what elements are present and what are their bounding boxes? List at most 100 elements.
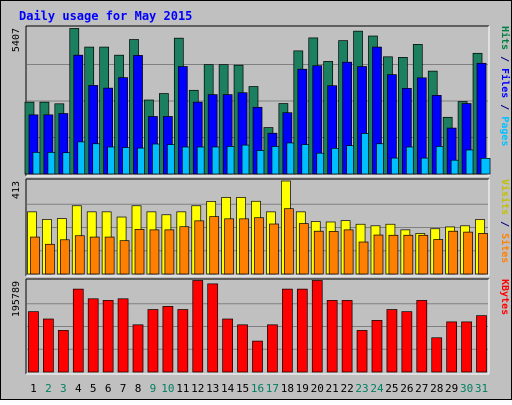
- series-legend-item: /: [499, 215, 510, 233]
- x-tick-label: 22: [340, 382, 353, 395]
- x-tick-label: 25: [385, 382, 398, 395]
- bar-sites-day-12: [194, 220, 205, 275]
- bar-kbytes-day-24: [371, 320, 383, 373]
- bar-kbytes-day-6: [102, 300, 114, 373]
- bar-kbytes-day-20: [311, 280, 323, 373]
- bar-sites-day-30: [463, 231, 473, 275]
- series-legend-item: Visits: [499, 179, 511, 215]
- bar-sites-day-15: [239, 218, 249, 275]
- bar-kbytes-day-1: [28, 311, 39, 373]
- series-legend-item: Pages: [499, 116, 510, 146]
- bar-kbytes-day-19: [296, 288, 308, 373]
- bar-sites-day-3: [59, 239, 70, 275]
- series-legend-item: Hits: [499, 26, 511, 50]
- x-tick-label: 1: [30, 382, 37, 395]
- bar-kbytes-day-16: [252, 340, 263, 373]
- bar-kbytes-day-14: [222, 318, 233, 373]
- x-tick-label: 21: [326, 382, 339, 395]
- bar-sites-day-5: [89, 236, 100, 275]
- bar-kbytes-day-15: [237, 324, 248, 373]
- y-max-label: 195789: [11, 281, 22, 317]
- bar-sites-day-10: [164, 229, 175, 275]
- series-legend-item: Files: [499, 68, 511, 98]
- bar-sites-day-14: [224, 218, 234, 275]
- bar-sites-day-16: [254, 217, 264, 275]
- x-tick-label: 6: [105, 382, 112, 395]
- bar-kbytes-day-4: [72, 288, 84, 373]
- bar-sites-day-29: [448, 230, 459, 275]
- bar-kbytes-day-22: [341, 300, 353, 373]
- bar-sites-day-27: [418, 234, 429, 275]
- bar-sites-day-25: [388, 234, 399, 275]
- bar-sites-day-17: [269, 223, 279, 275]
- bar-sites-day-4: [74, 235, 85, 275]
- bar-kbytes-day-18: [282, 288, 293, 373]
- bar-sites-day-28: [433, 239, 444, 275]
- bar-kbytes-day-9: [147, 309, 159, 373]
- x-tick-label: 4: [75, 382, 82, 395]
- x-tick-label: 18: [281, 382, 294, 395]
- series-legend: Hits / Files / Pages: [499, 26, 511, 146]
- bar-files-day-31: [476, 62, 487, 175]
- series-legend: Visits / Sites: [499, 179, 511, 263]
- bar-sites-day-23: [358, 241, 369, 275]
- bar-kbytes-day-13: [207, 283, 219, 373]
- bar-sites-day-21: [328, 231, 339, 275]
- x-tick-label: 28: [430, 382, 443, 395]
- x-tick-label: 15: [236, 382, 249, 395]
- x-tick-label: 23: [355, 382, 368, 395]
- x-tick-label: 29: [445, 382, 458, 395]
- x-tick-label: 2: [45, 382, 52, 395]
- bar-kbytes-day-5: [87, 298, 99, 373]
- series-legend: KBytes: [499, 279, 510, 315]
- bar-sites-day-18: [284, 208, 294, 275]
- x-tick-label: 27: [415, 382, 428, 395]
- bar-kbytes-day-8: [132, 324, 144, 373]
- bar-kbytes-day-29: [446, 321, 458, 373]
- x-tick-label: 14: [221, 382, 235, 395]
- bar-kbytes-day-25: [386, 309, 398, 373]
- panel-hits: 5407 Hits / Files / Pages: [11, 25, 511, 177]
- bar-kbytes-day-30: [461, 321, 472, 373]
- bar-pages-day-31: [480, 157, 491, 175]
- x-tick-label: 24: [370, 382, 384, 395]
- x-tick-label: 26: [400, 382, 413, 395]
- bar-kbytes-day-31: [476, 315, 487, 373]
- bar-kbytes-day-28: [431, 337, 443, 373]
- bar-sites-day-31: [478, 233, 488, 275]
- bar-kbytes-day-21: [326, 300, 338, 373]
- bar-kbytes-day-7: [117, 298, 129, 373]
- bar-sites-day-7: [119, 240, 130, 275]
- bar-kbytes-day-27: [416, 300, 428, 373]
- panel-visits: 413 Visits / Sites: [11, 178, 511, 277]
- bar-sites-day-19: [298, 223, 309, 275]
- bar-sites-day-11: [179, 226, 190, 275]
- bar-kbytes-day-17: [267, 324, 278, 373]
- x-tick-label: 20: [311, 382, 324, 395]
- chart-title: Daily usage for May 2015: [19, 9, 192, 23]
- series-legend-item: /: [499, 50, 510, 68]
- x-tick-label: 8: [135, 382, 142, 395]
- bar-kbytes-day-26: [401, 311, 413, 373]
- x-tick-label: 17: [266, 382, 279, 395]
- panel-kbytes: 195789 KBytes: [11, 278, 510, 375]
- x-tick-label: 11: [176, 382, 189, 395]
- bar-sites-day-6: [104, 236, 115, 275]
- bar-kbytes-day-2: [43, 318, 54, 373]
- bar-kbytes-day-11: [177, 309, 189, 373]
- bar-kbytes-day-10: [162, 306, 174, 373]
- x-tick-label: 9: [150, 382, 157, 395]
- bar-sites-day-26: [403, 234, 414, 275]
- bar-kbytes-day-23: [356, 330, 368, 373]
- x-tick-label: 3: [60, 382, 67, 395]
- bar-kbytes-day-12: [192, 280, 204, 373]
- x-tick-label: 5: [90, 382, 97, 395]
- bar-sites-day-2: [45, 243, 55, 275]
- x-tick-label: 7: [120, 382, 127, 395]
- bar-sites-day-24: [373, 234, 384, 275]
- y-max-label: 413: [11, 181, 22, 199]
- bar-sites-day-1: [30, 236, 40, 275]
- bar-sites-day-9: [149, 229, 160, 275]
- series-legend-item: KBytes: [499, 279, 510, 315]
- bar-sites-day-8: [134, 229, 145, 275]
